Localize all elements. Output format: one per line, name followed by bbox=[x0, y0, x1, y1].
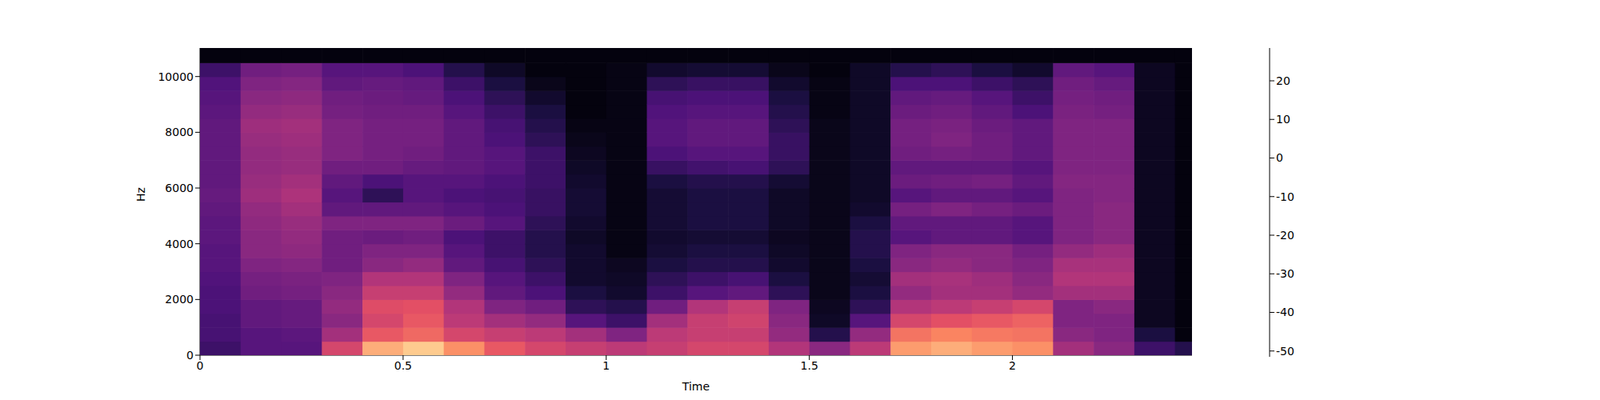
svg-text:-20: -20 bbox=[1276, 228, 1295, 242]
svg-text:-40: -40 bbox=[1276, 305, 1295, 319]
svg-text:4000: 4000 bbox=[164, 237, 194, 251]
svg-text:0: 0 bbox=[186, 348, 194, 362]
svg-text:-10: -10 bbox=[1276, 190, 1295, 204]
svg-text:-50: -50 bbox=[1276, 344, 1295, 358]
svg-text:Time: Time bbox=[681, 380, 710, 393]
svg-text:2000: 2000 bbox=[164, 292, 194, 306]
svg-text:0: 0 bbox=[1276, 151, 1284, 164]
svg-text:0.5: 0.5 bbox=[394, 359, 412, 372]
svg-text:20: 20 bbox=[1276, 74, 1291, 88]
svg-text:2: 2 bbox=[1008, 359, 1016, 372]
svg-text:10000: 10000 bbox=[157, 70, 194, 84]
svg-text:1: 1 bbox=[602, 359, 610, 372]
svg-text:1.5: 1.5 bbox=[800, 359, 819, 372]
svg-text:6000: 6000 bbox=[164, 181, 194, 195]
svg-text:8000: 8000 bbox=[164, 125, 194, 139]
svg-text:0: 0 bbox=[196, 359, 204, 372]
svg-text:-30: -30 bbox=[1276, 267, 1295, 280]
svg-text:Hz: Hz bbox=[134, 187, 148, 202]
svg-text:10: 10 bbox=[1276, 112, 1291, 126]
